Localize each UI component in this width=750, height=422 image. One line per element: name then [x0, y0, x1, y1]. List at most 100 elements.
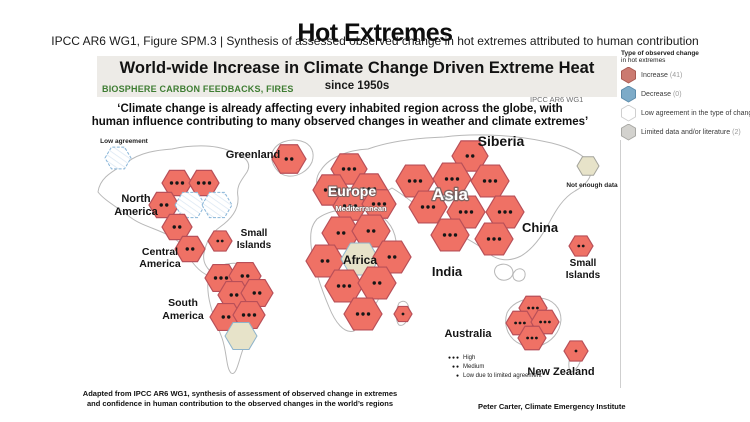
- confidence-dot: [426, 205, 430, 209]
- confidence-dot: [455, 177, 460, 181]
- confidence-dot: [471, 154, 475, 158]
- confidence-dot: [420, 205, 425, 209]
- confidence-dot: [252, 313, 257, 317]
- confidence-dot: [220, 239, 224, 243]
- confidence-dot: [531, 306, 535, 310]
- banner-tagline: BIOSPHERE CARBON FEEDBACKS, FIRES: [102, 84, 294, 94]
- map-label: Siberia: [478, 133, 525, 149]
- confidence-dot: [503, 210, 507, 214]
- hex-south-america: [224, 322, 258, 350]
- map-right-divider: [620, 140, 621, 388]
- caption-line-2: and confidence in human contribution to …: [86, 399, 393, 408]
- legend-item-low-agreement: Low agreement in the type of change (: [621, 104, 750, 122]
- confidence-dot: [482, 179, 487, 183]
- map-label: North: [121, 193, 151, 205]
- confidence-dot: [347, 167, 351, 171]
- page-title: Hot Extremes: [297, 18, 453, 47]
- confidence-dot: [444, 177, 449, 181]
- map-label: Small: [241, 228, 268, 239]
- confidence-dot: [320, 259, 324, 263]
- confidence-dot: [326, 259, 330, 263]
- confidence-row-high: ●●● High: [446, 353, 542, 362]
- confidence-dot: [508, 210, 513, 214]
- map-label: India: [432, 264, 463, 279]
- map-label: Australia: [444, 328, 492, 340]
- map-label: Mediterranean: [335, 204, 387, 213]
- confidence-dot: [202, 181, 206, 185]
- confidence-dot: [514, 321, 517, 325]
- confidence-dot: [334, 188, 339, 192]
- confidence-dot: [523, 321, 526, 325]
- map-label: America: [114, 206, 158, 218]
- confidence-dot: [284, 157, 288, 161]
- map-label: Africa: [343, 253, 377, 267]
- confidence-dot: [216, 239, 220, 243]
- confidence-dot: [258, 291, 262, 295]
- one-dot-icon: ●: [455, 372, 460, 379]
- source-caption: Adapted from IPCC AR6 WG1, synthesis of …: [72, 389, 408, 409]
- confidence-dot: [418, 179, 423, 183]
- legend-count: (2): [732, 128, 741, 136]
- decrease-hexagon-icon: [621, 85, 636, 103]
- confidence-dot: [290, 157, 294, 161]
- source-note: IPCC AR6 WG1: [530, 95, 584, 104]
- legend-label: Limited data and/or literature: [641, 128, 731, 136]
- confidence-dot: [527, 306, 530, 310]
- confidence-dot: [453, 233, 458, 237]
- confidence-legend: ●●● High ●● Medium ● Low due to limited …: [446, 353, 542, 380]
- legend-count: (41): [669, 71, 683, 79]
- confidence-dot: [543, 320, 547, 324]
- legend-count: (0): [672, 90, 682, 98]
- confidence-dot: [213, 276, 218, 280]
- confidence-dot: [577, 244, 581, 248]
- map-label: America: [139, 258, 181, 270]
- hex-greenland: [271, 144, 307, 174]
- map-label: South: [168, 297, 198, 309]
- map-label: China: [522, 220, 559, 235]
- legend-label: Low agreement in the type of change: [641, 109, 750, 117]
- confidence-dot: [180, 181, 185, 185]
- confidence-dot: [488, 179, 492, 183]
- confidence-dot: [548, 320, 551, 324]
- confidence-label: High: [463, 354, 476, 361]
- confidence-dot: [366, 312, 371, 316]
- confidence-dot: [336, 231, 340, 235]
- caption-line-1: Adapted from IPCC AR6 WG1, synthesis of …: [82, 389, 398, 398]
- confidence-dot: [382, 202, 387, 206]
- limited-data-hexagon-icon: [621, 123, 636, 141]
- confidence-dot: [323, 188, 328, 192]
- banner-heading: World-wide Increase in Climate Change Dr…: [119, 59, 595, 77]
- confidence-dot: [530, 336, 534, 340]
- confidence-dot: [371, 202, 376, 206]
- confidence-dot: [246, 274, 250, 278]
- legend-item-decrease: Decrease (0): [621, 85, 750, 103]
- confidence-dot: [361, 187, 366, 191]
- banner-subheading: since 1950s: [324, 80, 390, 92]
- quote: ‘Climate change is already affecting eve…: [60, 103, 620, 129]
- map-label: Europe: [328, 183, 376, 199]
- confidence-dot: [207, 181, 212, 185]
- confidence-dot: [241, 313, 246, 317]
- confidence-dot: [413, 179, 417, 183]
- confidence-dot: [387, 255, 391, 259]
- confidence-dot: [235, 293, 239, 297]
- confidence-dot: [191, 247, 195, 251]
- confidence-dot: [401, 312, 405, 316]
- map-label: America: [162, 310, 204, 322]
- confidence-dot: [219, 276, 223, 280]
- legend-title-2: in hot extremes: [621, 57, 666, 64]
- confidence-dot: [172, 225, 176, 229]
- confidence-dot: [448, 233, 452, 237]
- confidence-dot: [178, 225, 182, 229]
- confidence-dot: [442, 233, 447, 237]
- map-label: Islands: [237, 240, 272, 251]
- map-label: Asia: [432, 185, 468, 204]
- hex-central-america: [174, 235, 206, 263]
- hex-north-america: [201, 191, 233, 219]
- confidence-dot: [536, 306, 539, 310]
- confidence-dot: [175, 181, 179, 185]
- confidence-dot: [535, 336, 538, 340]
- hex-map: GreenlandSiberiaNorthAmericaEuropeMedite…: [97, 133, 618, 378]
- confidence-dot: [450, 177, 454, 181]
- confidence-dot: [539, 320, 542, 324]
